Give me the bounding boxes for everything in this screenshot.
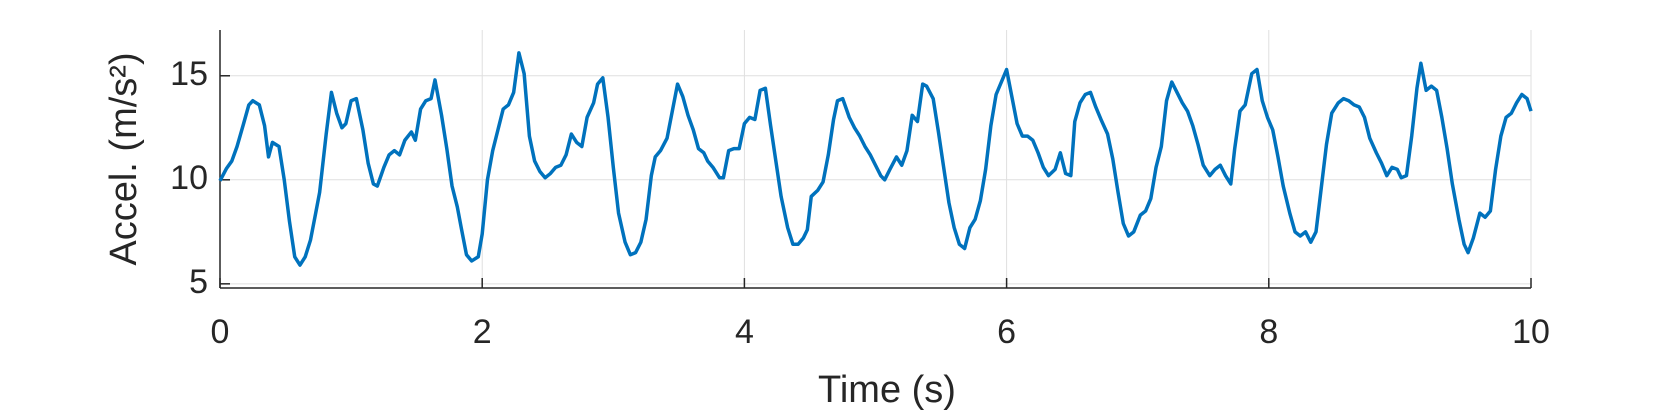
x-axis-label: Time (s) (818, 369, 956, 411)
y-tick-label: 5 (189, 263, 208, 301)
y-axis-label: Accel. (m/s²) (103, 52, 145, 265)
data-line (218, 51, 1533, 267)
x-tick-label: 6 (997, 313, 1016, 351)
x-tick-label: 2 (473, 313, 492, 351)
x-tick-label: 0 (211, 313, 230, 351)
x-tick-label: 8 (1259, 313, 1278, 351)
x-tick-label: 10 (1512, 313, 1550, 351)
x-tick-label: 4 (735, 313, 754, 351)
y-tick-label: 15 (170, 55, 208, 93)
y-tick-label: 10 (170, 159, 208, 197)
